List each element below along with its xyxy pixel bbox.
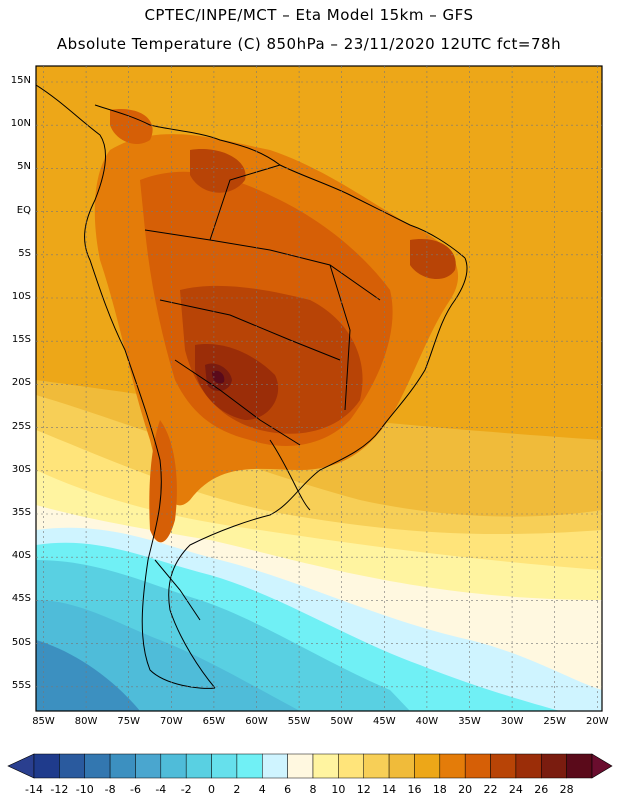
colorbar-label: -12	[50, 783, 69, 796]
lat-label: 5S	[18, 247, 31, 259]
lon-label: 40W	[415, 716, 439, 727]
lat-label: 40S	[11, 550, 31, 562]
lon-label: 25W	[543, 716, 566, 727]
lat-label: 10N	[10, 118, 31, 130]
colorbar-label: -14	[25, 783, 43, 796]
lon-label: 30W	[500, 716, 524, 727]
lon-label: 65W	[202, 716, 226, 727]
colorbar-swatch	[109, 753, 136, 779]
colorbar-label: 0	[208, 783, 216, 796]
map-frame	[35, 65, 603, 712]
colorbar-label: 4	[258, 783, 266, 796]
colorbar-swatch	[84, 753, 111, 779]
lat-label: 55S	[11, 679, 31, 691]
temperature-field	[36, 66, 602, 711]
lon-label: 60W	[245, 716, 268, 727]
colorbar-label: -2	[180, 783, 192, 796]
lat-label: 25S	[11, 420, 31, 432]
colorbar-swatch	[185, 753, 212, 779]
colorbar-swatch	[363, 753, 390, 779]
colorbar-label: 14	[382, 783, 397, 796]
colorbar-left-tip	[7, 753, 35, 779]
colorbar-swatch	[135, 753, 162, 779]
lon-label: 85W	[32, 716, 55, 727]
lon-label: 50W	[330, 716, 353, 727]
colorbar-label: 28	[559, 783, 574, 796]
map-title-line1: CPTEC/INPE/MCT – Eta Model 15km – GFS	[144, 6, 474, 24]
colorbar-label: 24	[508, 783, 523, 796]
colorbar-label: 20	[458, 783, 473, 796]
lat-label: 10S	[11, 291, 31, 302]
colorbar-label: 22	[483, 783, 498, 796]
lat-label: 45S	[11, 593, 31, 605]
lat-label: 5N	[17, 161, 31, 173]
lon-label: 35W	[458, 716, 481, 727]
colorbar-swatch	[287, 753, 314, 779]
colorbar-swatch	[59, 753, 85, 779]
colorbar-swatch	[33, 753, 60, 779]
lon-label: 80W	[74, 716, 98, 727]
lat-label: 30S	[11, 463, 31, 475]
colorbar-label: 12	[356, 783, 371, 796]
colorbar-swatch	[541, 753, 567, 779]
colorbar-swatch	[566, 753, 593, 779]
lat-label: 50S	[11, 636, 31, 648]
colorbar-label: -8	[104, 783, 116, 796]
colorbar-swatch	[338, 753, 364, 779]
lat-label: 15S	[11, 334, 31, 346]
colorbar-swatch	[490, 753, 517, 779]
lat-label: EQ	[16, 204, 31, 216]
colorbar-swatch	[439, 753, 466, 779]
colorbar-label: 26	[534, 783, 549, 796]
colorbar-label: -6	[129, 783, 141, 796]
colorbar-label: 6	[284, 783, 292, 796]
colorbar-swatch	[236, 753, 263, 779]
lon-label: 55W	[287, 716, 311, 727]
lat-label: 20S	[11, 377, 31, 389]
colorbar-label: 16	[407, 783, 422, 796]
colorbar-swatch	[262, 753, 288, 779]
map-title-line2: Absolute Temperature (C) 850hPa – 23/11/…	[56, 35, 562, 53]
colorbar-right-tip	[591, 753, 613, 779]
colorbar-swatch	[211, 753, 238, 779]
graticule	[36, 66, 602, 711]
colorbar-label: 18	[432, 783, 447, 796]
colorbar-label: 2	[233, 783, 241, 796]
colorbar	[7, 753, 613, 779]
colorbar-swatch	[515, 753, 542, 779]
lon-label: 45W	[372, 716, 396, 727]
colorbar-label: 8	[309, 783, 317, 796]
lat-label: 35S	[11, 507, 31, 518]
lon-label: 20W	[585, 716, 609, 727]
lon-label: 70W	[159, 716, 183, 727]
colorbar-swatch	[414, 753, 441, 779]
colorbar-swatch	[312, 753, 339, 779]
lon-label: 75W	[117, 716, 140, 727]
lat-label: 15N	[10, 75, 31, 86]
colorbar-label: -10	[75, 783, 94, 796]
coastlines	[36, 84, 468, 689]
colorbar-swatch	[388, 753, 415, 779]
colorbar-label: 10	[331, 783, 346, 796]
colorbar-swatch	[464, 753, 491, 779]
colorbar-label: -4	[155, 783, 167, 796]
colorbar-swatch	[160, 753, 187, 779]
